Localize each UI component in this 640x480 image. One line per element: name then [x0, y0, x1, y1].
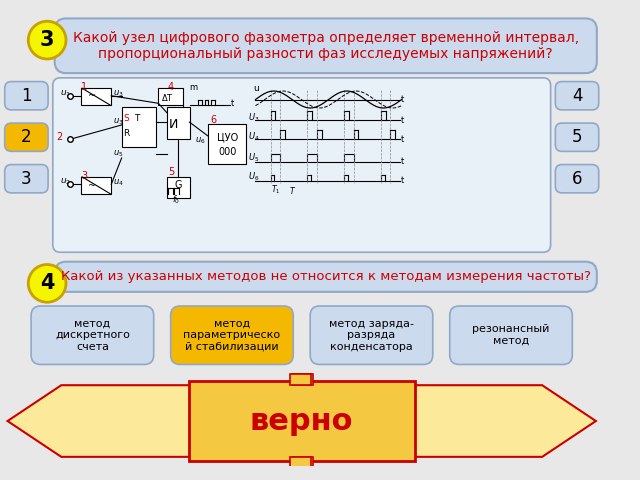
Text: $u_2$: $u_2$ — [60, 176, 72, 187]
FancyBboxPatch shape — [81, 177, 111, 194]
Text: S: S — [124, 114, 129, 123]
Text: метод
параметрическо
й стабилизации: метод параметрическо й стабилизации — [184, 319, 280, 352]
Text: $u_5$: $u_5$ — [113, 149, 124, 159]
Text: 5: 5 — [168, 167, 174, 177]
Text: 3: 3 — [21, 170, 32, 188]
Text: 2: 2 — [56, 132, 63, 142]
Text: $u_3$: $u_3$ — [113, 117, 124, 127]
Text: метод
дискретного
счета: метод дискретного счета — [55, 319, 130, 352]
Text: Какой узел цифрового фазометра определяет временной интервал,
пропорциональный р: Какой узел цифрового фазометра определяе… — [73, 31, 579, 61]
Polygon shape — [292, 374, 313, 385]
FancyBboxPatch shape — [54, 262, 597, 292]
Text: $U_5$: $U_5$ — [248, 152, 259, 164]
Text: ~: ~ — [88, 181, 96, 191]
Text: 4: 4 — [40, 274, 54, 293]
FancyBboxPatch shape — [556, 123, 598, 151]
Text: $T_1$: $T_1$ — [271, 184, 280, 196]
Text: R: R — [124, 129, 130, 138]
Text: m: m — [189, 83, 198, 92]
Text: $u_6$: $u_6$ — [195, 136, 206, 146]
FancyBboxPatch shape — [189, 382, 415, 461]
Text: $U_3$: $U_3$ — [248, 111, 259, 124]
FancyBboxPatch shape — [167, 177, 189, 198]
Text: ~: ~ — [88, 91, 96, 101]
Text: 000: 000 — [218, 147, 236, 157]
Polygon shape — [291, 457, 311, 468]
Text: $U_4$: $U_4$ — [248, 130, 260, 143]
Text: метод заряда-
разряда
конденсатора: метод заряда- разряда конденсатора — [329, 319, 414, 352]
Text: $f_0$: $f_0$ — [172, 193, 180, 206]
Text: 6: 6 — [211, 115, 216, 125]
FancyBboxPatch shape — [122, 107, 156, 147]
FancyBboxPatch shape — [556, 82, 598, 110]
Text: $u_3$: $u_3$ — [113, 89, 124, 99]
Text: T: T — [134, 114, 140, 123]
FancyBboxPatch shape — [556, 165, 598, 193]
Text: t: t — [231, 99, 234, 108]
Text: t: t — [401, 176, 404, 185]
FancyBboxPatch shape — [450, 306, 572, 364]
FancyBboxPatch shape — [209, 124, 246, 164]
Text: $\Delta$T: $\Delta$T — [161, 92, 174, 103]
Text: 4: 4 — [572, 87, 582, 105]
Text: ЦУО: ЦУО — [216, 132, 238, 142]
FancyBboxPatch shape — [31, 306, 154, 364]
Polygon shape — [311, 385, 596, 457]
Text: t: t — [401, 95, 404, 104]
FancyBboxPatch shape — [171, 306, 293, 364]
Text: G: G — [175, 180, 182, 190]
Text: $U_6$: $U_6$ — [248, 170, 259, 183]
Text: u: u — [253, 84, 259, 93]
Text: 3: 3 — [81, 171, 87, 181]
FancyBboxPatch shape — [54, 18, 597, 73]
Polygon shape — [292, 457, 313, 468]
Text: И: И — [169, 118, 178, 131]
Text: Какой из указанных методов не относится к методам измерения частоты?: Какой из указанных методов не относится … — [61, 270, 591, 283]
Text: $u_4$: $u_4$ — [113, 177, 124, 188]
FancyBboxPatch shape — [4, 82, 48, 110]
Text: t: t — [401, 134, 404, 144]
Text: t: t — [401, 116, 404, 125]
Circle shape — [28, 264, 66, 302]
FancyBboxPatch shape — [52, 78, 550, 252]
Circle shape — [28, 21, 66, 59]
Text: 2: 2 — [21, 128, 32, 146]
FancyBboxPatch shape — [4, 165, 48, 193]
Text: $u_1$: $u_1$ — [60, 89, 72, 99]
Text: 1: 1 — [81, 82, 87, 92]
Text: 4: 4 — [168, 82, 174, 92]
Text: 6: 6 — [572, 170, 582, 188]
Text: верно: верно — [250, 407, 353, 435]
Text: 5: 5 — [572, 128, 582, 146]
Text: t: t — [401, 157, 404, 166]
Text: 3: 3 — [40, 30, 54, 50]
Text: резонансный
метод: резонансный метод — [472, 324, 550, 346]
FancyBboxPatch shape — [167, 107, 189, 139]
Text: 1: 1 — [21, 87, 32, 105]
FancyBboxPatch shape — [4, 123, 48, 151]
FancyBboxPatch shape — [310, 306, 433, 364]
FancyBboxPatch shape — [158, 88, 183, 105]
Text: $T$: $T$ — [289, 184, 296, 195]
Polygon shape — [8, 385, 292, 457]
Polygon shape — [291, 374, 311, 385]
FancyBboxPatch shape — [81, 88, 111, 105]
